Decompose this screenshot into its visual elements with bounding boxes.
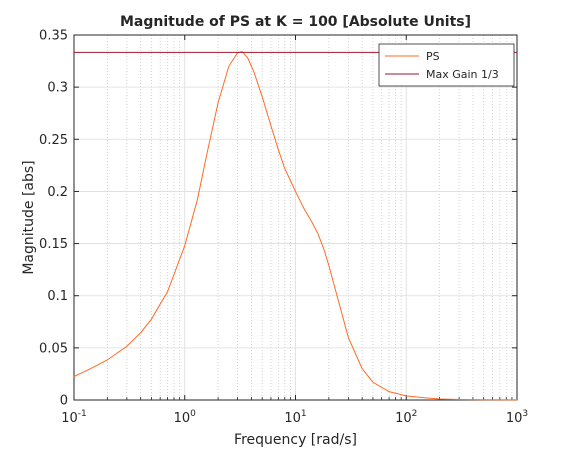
legend-label: Max Gain 1/3 — [426, 68, 499, 81]
legend-box — [378, 43, 515, 87]
y-tick-label: 0.25 — [39, 133, 68, 148]
legend: PS Max Gain 1/3 — [378, 43, 515, 87]
legend-label: PS — [426, 50, 440, 63]
series-line-ps — [73, 51, 518, 401]
x-tick-label: 102 — [395, 409, 417, 426]
x-tick-label: 10-1 — [61, 409, 87, 426]
x-axis-label: Frequency [rad/s] — [234, 432, 357, 448]
x-tick-label: 100 — [174, 409, 197, 426]
y-tick-label: 0.1 — [47, 289, 68, 304]
chart-title: Magnitude of PS at K = 100 [Absolute Uni… — [120, 14, 471, 30]
y-tick-label: 0.2 — [47, 185, 68, 200]
x-tick-label: 103 — [506, 409, 528, 426]
y-tick-label: 0.15 — [39, 237, 68, 252]
grid — [74, 35, 517, 400]
y-axis-label: Magnitude [abs] — [21, 160, 37, 274]
y-tick-label: 0 — [60, 394, 68, 409]
x-tick-label: 101 — [284, 409, 306, 426]
y-tick-label: 0.35 — [39, 29, 68, 44]
tick-labels: 10-1 100 101 102 103 0 0.05 0.1 0.15 0.2 0.25 0.3 0.… — [39, 29, 528, 427]
y-tick-label: 0.3 — [47, 81, 68, 96]
y-tick-label: 0.05 — [39, 341, 68, 356]
